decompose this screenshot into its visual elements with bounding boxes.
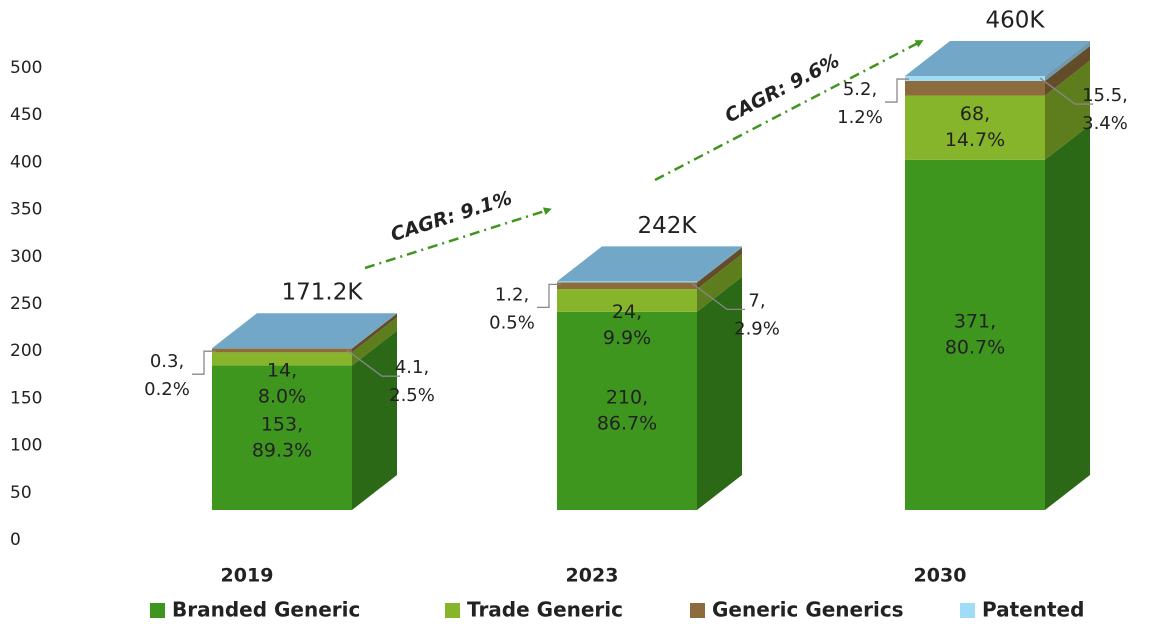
leader-line	[885, 78, 909, 103]
legend-swatch	[690, 603, 705, 618]
data-label: 89.3%	[252, 439, 312, 461]
data-label: 15.5,	[1082, 85, 1128, 106]
data-label: 80.7%	[945, 336, 1005, 358]
bar-segment	[557, 289, 697, 312]
cagr-arrow	[654, 40, 924, 182]
bar-side	[1045, 124, 1090, 510]
data-label: 3.4%	[1082, 113, 1128, 134]
bar-side	[1045, 60, 1090, 160]
y-tick-label: 500	[10, 58, 42, 78]
bar-side	[697, 254, 742, 312]
x-tick-label: 2023	[566, 565, 619, 587]
total-label: 242K	[638, 213, 698, 239]
bar-segment	[557, 281, 697, 283]
legend-label: Generic Generics	[712, 598, 904, 622]
bar-segment	[212, 348, 352, 353]
total-label: 460K	[986, 8, 1046, 34]
annotation: CAGR: 9.1%	[388, 187, 515, 246]
bar-segment	[905, 76, 1045, 81]
bar-side	[352, 313, 397, 349]
data-label: 2.9%	[734, 318, 780, 339]
bar-top	[212, 313, 397, 349]
y-tick-label: 300	[10, 247, 42, 267]
bar-side	[697, 247, 742, 290]
y-tick-label: 0	[10, 530, 21, 550]
leader-line	[346, 349, 400, 377]
cagr-arrow	[364, 207, 552, 270]
bar-segment	[557, 311, 697, 510]
bar-top	[557, 246, 742, 282]
bar-segment	[557, 282, 697, 290]
bar-segment	[905, 95, 1045, 160]
y-tick-label: 250	[10, 294, 42, 314]
x-tick-label: 2019	[221, 565, 274, 587]
bar-side	[352, 317, 397, 366]
legend-label: Patented	[982, 598, 1084, 622]
data-label: 86.7%	[597, 412, 657, 434]
x-tick-label: 2030	[914, 565, 967, 587]
data-label: 5.2,	[843, 79, 877, 100]
data-label: 9.9%	[603, 327, 651, 349]
legend-swatch	[445, 603, 460, 618]
bar-segment	[905, 80, 1045, 96]
bar-side	[1045, 45, 1090, 96]
data-label: 210,	[606, 386, 648, 408]
leader-line	[1039, 77, 1093, 105]
bar-side	[352, 313, 397, 353]
bar-side	[697, 276, 742, 510]
data-label: 0.2%	[144, 379, 190, 400]
data-label: 0.3,	[150, 351, 184, 372]
legend-label: Trade Generic	[467, 598, 623, 622]
legend-swatch	[960, 603, 975, 618]
y-tick-label: 100	[10, 436, 42, 456]
data-label: 14.7%	[945, 129, 1005, 151]
bar-side	[352, 330, 397, 510]
data-label: 1.2%	[837, 107, 883, 128]
data-label: 7,	[748, 290, 765, 311]
y-tick-label: 350	[10, 200, 42, 220]
bar-side	[697, 246, 742, 283]
bar-segment	[212, 365, 352, 510]
y-tick-label: 150	[10, 388, 42, 408]
legend-swatch	[150, 603, 165, 618]
bar-top	[905, 41, 1090, 77]
y-tick-label: 400	[10, 152, 42, 172]
leader-line	[537, 283, 561, 309]
data-label: 2.5%	[389, 385, 435, 406]
data-label: 4.1,	[395, 357, 429, 378]
leader-line	[192, 350, 216, 375]
y-tick-label: 200	[10, 341, 42, 361]
leader-line	[691, 282, 745, 311]
y-tick-label: 450	[10, 105, 42, 125]
data-label: 0.5%	[489, 312, 535, 333]
bar-segment	[212, 352, 352, 366]
annotation: CAGR: 9.6%	[721, 50, 843, 128]
data-label: 68,	[960, 103, 990, 125]
bar-segment	[905, 159, 1045, 510]
data-label: 153,	[261, 413, 303, 435]
y-tick-label: 50	[10, 483, 32, 503]
data-label: 371,	[954, 310, 996, 332]
total-label: 171.2K	[282, 280, 364, 306]
data-label: 24,	[612, 301, 642, 323]
data-label: 8.0%	[258, 385, 306, 407]
data-label: 1.2,	[495, 284, 529, 305]
data-label: 14,	[267, 359, 297, 381]
legend-label: Branded Generic	[172, 598, 360, 622]
bar-side	[1045, 41, 1090, 81]
